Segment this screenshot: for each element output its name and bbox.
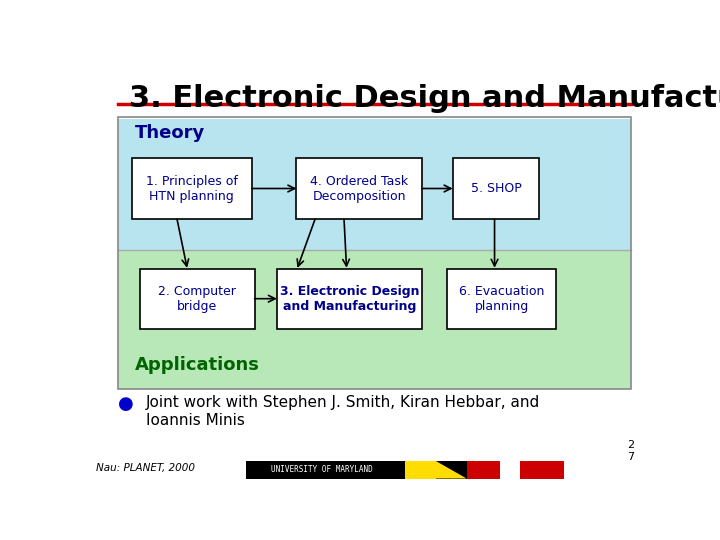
Bar: [520, 461, 564, 478]
FancyBboxPatch shape: [140, 268, 255, 329]
FancyBboxPatch shape: [297, 158, 422, 219]
Text: 2. Computer
bridge: 2. Computer bridge: [158, 285, 236, 313]
Bar: [118, 117, 631, 389]
Bar: [467, 461, 500, 478]
Text: 2
7: 2 7: [627, 440, 634, 462]
Bar: [118, 250, 631, 389]
Text: Nau: PLANET, 2000: Nau: PLANET, 2000: [96, 463, 194, 473]
Text: Joint work with Stephen J. Smith, Kiran Hebbar, and
Ioannis Minis: Joint work with Stephen J. Smith, Kiran …: [145, 395, 540, 428]
Bar: [246, 461, 564, 478]
FancyBboxPatch shape: [453, 158, 539, 219]
Text: ●: ●: [118, 395, 134, 413]
Text: 3. Electronic Design
and Manufacturing: 3. Electronic Design and Manufacturing: [280, 285, 419, 313]
FancyBboxPatch shape: [447, 268, 556, 329]
Bar: [405, 461, 436, 478]
Text: 3. Electronic Design and Manufacturing: 3. Electronic Design and Manufacturing: [129, 84, 720, 112]
Text: 5. SHOP: 5. SHOP: [471, 182, 521, 195]
Bar: [118, 119, 631, 250]
Text: 1. Principles of
HTN planning: 1. Principles of HTN planning: [146, 174, 238, 202]
Bar: [500, 461, 520, 478]
FancyBboxPatch shape: [277, 268, 422, 329]
Text: Theory: Theory: [135, 124, 205, 142]
Text: UNIVERSITY OF MARYLAND: UNIVERSITY OF MARYLAND: [271, 465, 372, 474]
Bar: [436, 461, 467, 478]
Text: 6. Evacuation
planning: 6. Evacuation planning: [459, 285, 544, 313]
Polygon shape: [436, 461, 467, 478]
Text: Applications: Applications: [135, 356, 259, 374]
Text: 4. Ordered Task
Decomposition: 4. Ordered Task Decomposition: [310, 174, 408, 202]
FancyBboxPatch shape: [132, 158, 252, 219]
